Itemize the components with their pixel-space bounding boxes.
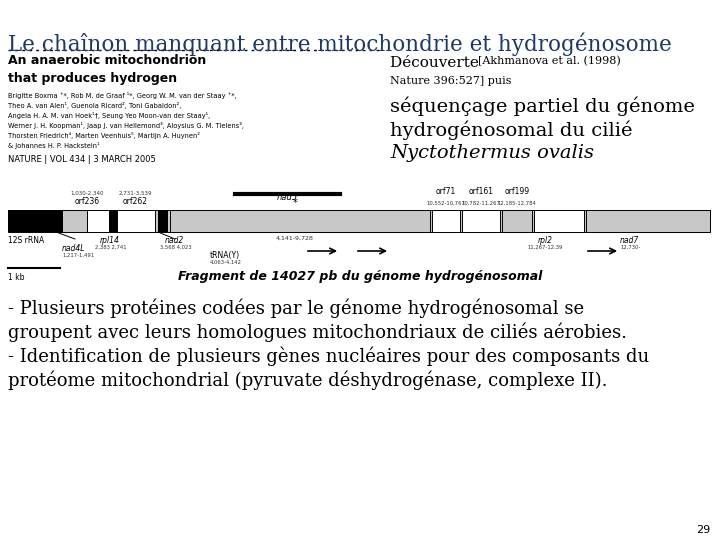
Bar [534, 210, 584, 232]
Bar [158, 210, 168, 232]
Text: - Identification de plusieurs gènes nucléaires pour des composants du: - Identification de plusieurs gènes nucl… [8, 346, 649, 366]
Text: protéome mitochondrial (pyruvate déshydrogénase, complexe II).: protéome mitochondrial (pyruvate déshydr… [8, 370, 608, 389]
Text: hydrogénosomal du cilié: hydrogénosomal du cilié [390, 120, 632, 139]
Text: tRNA(Y): tRNA(Y) [210, 251, 240, 260]
Bar [462, 210, 500, 232]
Text: groupent avec leurs homologues mitochondriaux de ciliés aérobies.: groupent avec leurs homologues mitochond… [8, 322, 627, 341]
Bar [8, 210, 64, 232]
Text: 4,141-9,728: 4,141-9,728 [276, 236, 314, 241]
Text: rpl2: rpl2 [538, 236, 552, 245]
Text: nad2: nad2 [165, 236, 184, 245]
Text: 10,782-11,267: 10,782-11,267 [462, 201, 500, 206]
Text: Brigitte Boxma ⁺*, Rob M. de Graaf ¹*, Georg W. M. van der Staay ⁺*,
Theo A. van: Brigitte Boxma ⁺*, Rob M. de Graaf ¹*, G… [8, 92, 244, 149]
Text: rpl14: rpl14 [100, 236, 120, 245]
Text: [Akhmanova et al. (1998): [Akhmanova et al. (1998) [478, 56, 621, 66]
Text: 2,383 2,741: 2,383 2,741 [95, 245, 127, 250]
Text: - Plusieurs protéines codées par le génome hydrogénosomal se: - Plusieurs protéines codées par le géno… [8, 298, 584, 318]
Bar [109, 210, 117, 232]
Text: NATURE | VOL 434 | 3 MARCH 2005: NATURE | VOL 434 | 3 MARCH 2005 [8, 155, 156, 164]
Bar [170, 210, 430, 232]
Text: 12S rRNA: 12S rRNA [8, 236, 44, 245]
Text: 4,063-4,142: 4,063-4,142 [210, 260, 242, 265]
Bar [117, 210, 155, 232]
Text: 3,568 4,023: 3,568 4,023 [160, 245, 192, 250]
Text: An anaerobic mitochondrion: An anaerobic mitochondrion [8, 54, 206, 67]
Text: 1 kb: 1 kb [8, 273, 24, 282]
Text: 12,185-12,784: 12,185-12,784 [498, 201, 536, 206]
Bar [432, 210, 460, 232]
Text: Le chaînon manquant entre mitochondrie et hydrogénosome: Le chaînon manquant entre mitochondrie e… [8, 32, 672, 56]
Text: 29: 29 [696, 525, 710, 535]
Text: orf236: orf236 [74, 197, 99, 206]
Text: *: * [292, 198, 297, 208]
Text: nad4L: nad4L [62, 244, 86, 253]
Text: 12,730-: 12,730- [620, 245, 640, 250]
Text: Fragment de 14027 pb du génome hydrogénosomal: Fragment de 14027 pb du génome hydrogéno… [178, 270, 542, 283]
Text: 1,217-1,491: 1,217-1,491 [62, 253, 94, 258]
Text: that produces hydrogen: that produces hydrogen [8, 72, 177, 85]
Bar [586, 210, 710, 232]
Text: orf161: orf161 [469, 187, 493, 196]
Bar [62, 210, 87, 232]
Text: 2,731-3,539: 2,731-3,539 [118, 191, 152, 196]
Text: 1,030-2,340: 1,030-2,340 [71, 191, 104, 196]
Text: Nyctothermus ovalis: Nyctothermus ovalis [390, 144, 594, 162]
Text: nad5: nad5 [277, 193, 298, 202]
Bar [87, 210, 109, 232]
Bar [502, 210, 532, 232]
Text: nad7: nad7 [620, 236, 639, 245]
Text: Nature 396:527] puis: Nature 396:527] puis [390, 76, 511, 86]
Text: Découverte: Découverte [390, 56, 484, 70]
Text: orf262: orf262 [122, 197, 148, 206]
Text: séquençage partiel du génome: séquençage partiel du génome [390, 96, 695, 116]
Text: 10,552-10,767: 10,552-10,767 [426, 201, 465, 206]
Text: 11,267-12,39: 11,267-12,39 [527, 245, 563, 250]
Text: orf71: orf71 [436, 187, 456, 196]
Text: orf199: orf199 [505, 187, 530, 196]
Bar [8, 210, 710, 232]
